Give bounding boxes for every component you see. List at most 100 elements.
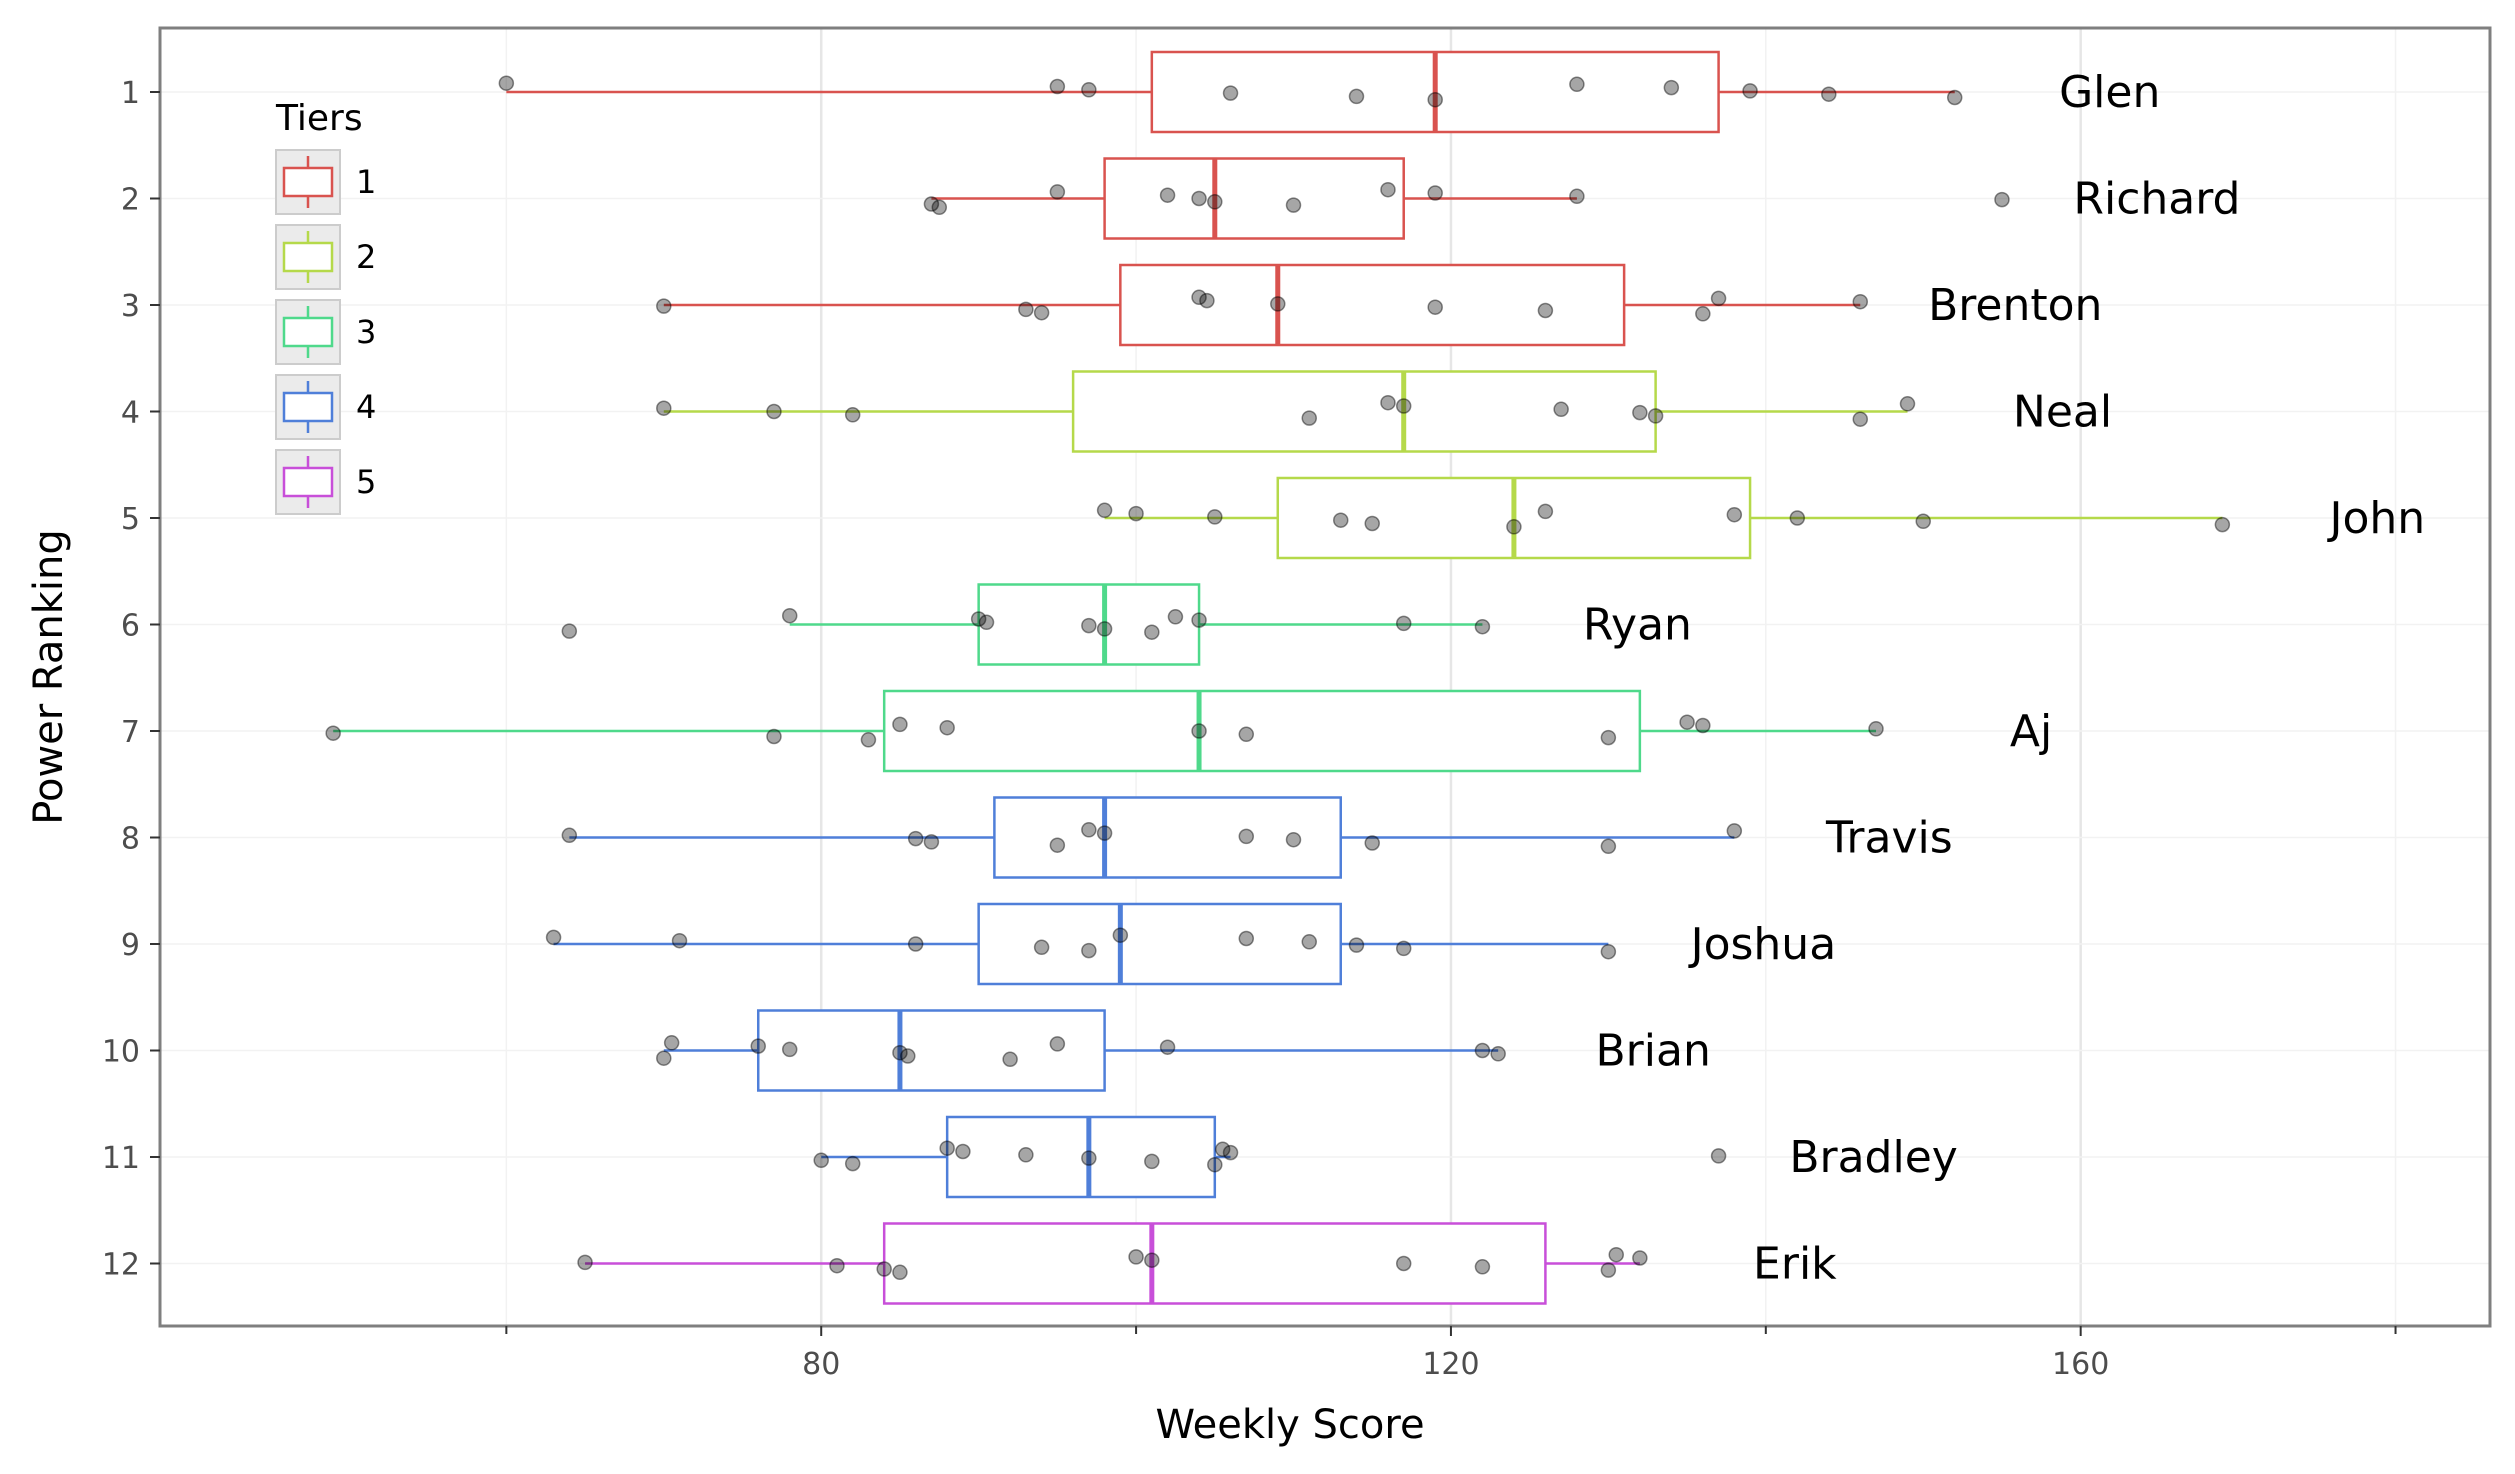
box-travis xyxy=(569,796,1735,879)
data-point xyxy=(1167,609,1184,625)
data-point xyxy=(1600,943,1617,960)
box-iqr xyxy=(993,796,1342,879)
data-point xyxy=(1081,82,1097,98)
data-point xyxy=(1207,194,1223,210)
data-point xyxy=(1537,302,1554,319)
team-name-label: Richard xyxy=(2073,174,2240,225)
data-point xyxy=(1726,823,1743,839)
data-point xyxy=(1049,78,1066,95)
data-point xyxy=(900,1048,916,1064)
data-point xyxy=(1191,289,1207,306)
data-point xyxy=(1852,293,1869,310)
data-point xyxy=(1474,1042,1491,1059)
data-point xyxy=(1427,91,1443,108)
team-name-label: John xyxy=(2327,493,2426,544)
data-point xyxy=(923,834,940,850)
box-glen xyxy=(506,50,1955,134)
data-point xyxy=(1081,1150,1097,1166)
team-name-label: Travis xyxy=(1825,813,1953,864)
box-iqr xyxy=(1071,370,1657,453)
data-point xyxy=(1159,187,1176,203)
data-point xyxy=(1474,1259,1491,1275)
data-point xyxy=(656,1050,672,1066)
data-point xyxy=(876,1261,892,1277)
data-point xyxy=(1033,939,1050,956)
data-point xyxy=(1081,822,1097,838)
data-point xyxy=(1049,1036,1066,1052)
y-tick-label: 11 xyxy=(102,1141,140,1176)
team-name-label: Brian xyxy=(1595,1026,1710,1077)
data-point xyxy=(1144,1153,1160,1170)
data-point xyxy=(561,623,578,639)
legend-key-box xyxy=(282,466,334,498)
data-point xyxy=(1915,513,1931,530)
data-point xyxy=(750,1038,766,1054)
data-point xyxy=(1710,1148,1727,1164)
data-point xyxy=(1049,184,1066,200)
data-point xyxy=(829,1257,845,1274)
legend-label: 3 xyxy=(356,313,376,351)
box-aj xyxy=(333,689,1877,773)
data-point xyxy=(907,830,924,847)
box-iqr xyxy=(882,1222,1547,1305)
data-point xyxy=(955,1143,971,1160)
data-point xyxy=(931,199,948,216)
plot-panel-border xyxy=(158,26,2492,1328)
y-tick-label: 9 xyxy=(121,928,140,963)
team-name-label: Joshua xyxy=(1688,919,1837,970)
data-point xyxy=(1214,1141,1231,1158)
data-point xyxy=(1821,86,1837,102)
data-point xyxy=(1049,837,1066,853)
box-iqr xyxy=(1103,157,1405,240)
data-point xyxy=(1207,509,1223,525)
legend-item-tier-4: 4 xyxy=(275,374,376,440)
data-points xyxy=(325,75,2231,1281)
box-bradley xyxy=(821,1115,1231,1199)
legend-item-tier-5: 5 xyxy=(275,449,376,515)
data-point xyxy=(892,1264,908,1281)
data-point xyxy=(1600,1262,1617,1278)
data-point xyxy=(656,400,672,416)
data-point xyxy=(1899,396,1916,412)
box-series xyxy=(333,50,2223,1305)
data-point xyxy=(1128,1249,1144,1265)
data-point xyxy=(1789,510,1806,526)
box-neal xyxy=(663,370,1908,453)
data-point xyxy=(892,1044,908,1061)
y-tick-label: 7 xyxy=(121,715,140,750)
data-point xyxy=(1506,519,1522,535)
data-point xyxy=(1600,838,1617,855)
y-axis-title: Power Ranking xyxy=(26,529,72,824)
data-point xyxy=(1364,835,1380,851)
data-point xyxy=(1474,618,1491,635)
x-axis-title: Weekly Score xyxy=(1155,1402,1424,1448)
y-tick-label: 12 xyxy=(102,1248,140,1283)
data-point xyxy=(1679,714,1695,730)
box-iqr xyxy=(756,1009,1106,1092)
data-point xyxy=(1490,1046,1506,1062)
data-point xyxy=(923,196,940,212)
data-point xyxy=(1569,188,1585,205)
data-point xyxy=(813,1152,829,1169)
legend-key-box xyxy=(282,241,334,273)
data-point xyxy=(1710,290,1727,307)
data-point xyxy=(1238,828,1255,845)
data-point xyxy=(1695,717,1711,734)
data-point xyxy=(1285,831,1302,848)
data-point xyxy=(2214,516,2231,533)
data-point xyxy=(1238,726,1255,743)
y-tick-label: 2 xyxy=(121,183,140,218)
legend-item-tier-3: 3 xyxy=(275,299,376,365)
legend-key-box xyxy=(282,316,334,348)
box-erik xyxy=(585,1222,1640,1305)
data-point xyxy=(1096,502,1113,519)
box-iqr xyxy=(882,689,1642,773)
legend-key-box xyxy=(282,166,334,198)
data-point xyxy=(671,932,688,949)
team-name-label: Brenton xyxy=(1928,280,2102,331)
data-point xyxy=(498,75,515,91)
y-tick-label: 4 xyxy=(121,396,140,431)
data-point xyxy=(1427,185,1443,201)
